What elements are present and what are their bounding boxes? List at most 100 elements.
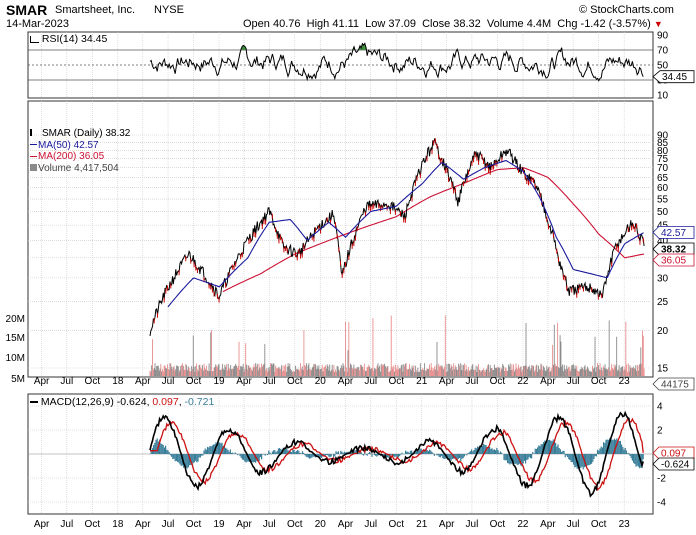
rsi-panel: 907050301034.45 xyxy=(27,31,695,102)
ma50-legend-item: MA(50) 42.57 xyxy=(30,140,130,152)
x-tick-label: Oct xyxy=(85,519,101,530)
rsi-tick-label: 90 xyxy=(657,31,669,42)
x-tick-label: 19 xyxy=(213,519,225,530)
x-tick-label: Apr xyxy=(338,376,354,387)
macd-tick-label: -4 xyxy=(657,498,666,509)
rsi-tick-label: 50 xyxy=(657,61,669,72)
price-tag xyxy=(652,377,695,391)
price-legend-item: SMAR (Daily) 38.32 xyxy=(30,128,130,140)
x-tick-label: 23 xyxy=(619,519,631,530)
rsi-line xyxy=(149,42,644,82)
x-tick-label: 18 xyxy=(112,519,124,530)
high-label: High xyxy=(306,18,330,30)
price-panel: 90858075706560555045403530252015 20M15M1… xyxy=(6,100,695,391)
x-tick-label: Oct xyxy=(186,519,202,530)
price-legend-icon xyxy=(30,129,40,136)
ma200-legend-icon xyxy=(30,156,37,158)
macd-tag-label: -0.624 xyxy=(661,460,690,471)
low-value: 37.09 xyxy=(388,18,416,30)
ma50-legend-icon xyxy=(30,144,37,146)
x-tick-label: Apr xyxy=(540,519,556,530)
rsi-value-tag xyxy=(652,70,695,84)
price-line xyxy=(149,137,645,337)
copyright-label: © StockCharts.com xyxy=(579,4,674,16)
price-legend-value: 38.32 xyxy=(105,128,131,139)
macd-tick-label: -2 xyxy=(657,474,666,485)
volume-tick-label: 20M xyxy=(6,314,25,325)
volume-tick-label: 10M xyxy=(6,353,25,364)
macd-legend-value: -0.624 xyxy=(116,396,147,408)
x-tick-label: 21 xyxy=(416,519,428,530)
price-tick-label: 30 xyxy=(657,273,669,284)
exchange-name: NYSE xyxy=(154,4,184,16)
close-value: 38.32 xyxy=(453,18,481,30)
x-tick-label: 19 xyxy=(213,376,225,387)
price-tick-label: 55 xyxy=(657,195,669,206)
quote-bar: Open 40.76 High 41.11 Low 37.09 Close 38… xyxy=(243,18,663,30)
x-tick-label: Apr xyxy=(236,376,252,387)
price-tag xyxy=(652,242,695,256)
price-tag xyxy=(652,225,695,239)
macd-tag-label: 0.097 xyxy=(661,449,686,460)
x-tick-label: Jul xyxy=(466,519,479,530)
ma50-legend-value: 42.57 xyxy=(73,139,99,151)
x-tick-label: Oct xyxy=(287,376,303,387)
close-label: Close xyxy=(422,18,451,30)
volume-bars xyxy=(149,315,645,376)
ma50-line xyxy=(167,160,644,308)
price-tick-label: 25 xyxy=(657,297,669,308)
price-tick-label: 80 xyxy=(657,146,669,157)
x-tick-label: Oct xyxy=(388,519,404,530)
x-axis-lower: Apr Jul Oct 18 Apr Jul Oct 19 Apr Jul Oct 20 Apr Jul O… xyxy=(34,519,630,530)
chg-value: -1.42 (-3.57%) xyxy=(580,18,651,30)
macd-y-ticks: 4 2 -2 -4 xyxy=(657,402,666,509)
x-tick-label: Apr xyxy=(236,519,252,530)
price-tick-label: 75 xyxy=(657,154,669,165)
price-grid xyxy=(28,101,653,377)
ticker-symbol: SMAR xyxy=(6,2,48,18)
price-frame xyxy=(27,100,654,378)
histogram-legend-value: -0.721 xyxy=(184,396,215,408)
volume-legend-value: 4,417,504 xyxy=(74,162,119,174)
x-axis-upper: Apr Jul Oct 18 Apr Jul Oct 19 Apr Jul Oct 20 Apr Jul O… xyxy=(34,376,630,387)
x-tick-label: Jul xyxy=(364,519,377,530)
volume-legend-item: Volume 4,417,504 xyxy=(30,163,130,175)
ma200-legend-value: 36.05 xyxy=(79,151,105,163)
x-tick-label: Apr xyxy=(540,376,556,387)
price-tag-label: 38.32 xyxy=(661,245,686,256)
x-tick-label: Jul xyxy=(263,376,276,387)
x-tick-label: Jul xyxy=(263,519,276,530)
ma200-legend-item: MA(200) 36.05 xyxy=(30,151,130,163)
open-label: Open xyxy=(243,18,270,30)
x-tick-label: Apr xyxy=(34,376,50,387)
x-tick-label: Jul xyxy=(162,376,175,387)
rsi-legend: RSI(14) 34.45 xyxy=(30,33,107,45)
price-tick-label: 50 xyxy=(657,207,669,218)
volume-y-ticks: 20M 15M 10M 5M xyxy=(6,314,25,385)
price-tick-label: 90 xyxy=(657,131,669,142)
x-tick-label: 21 xyxy=(416,376,428,387)
macd-tick-label: 2 xyxy=(657,426,663,437)
price-tag-label: 36.05 xyxy=(661,255,686,266)
x-tick-label: Oct xyxy=(591,519,607,530)
price-tag-label: 42.57 xyxy=(661,228,686,239)
x-tick-label: Apr xyxy=(135,519,151,530)
price-tick-label: 15 xyxy=(657,364,669,375)
price-legend-label: SMAR (Daily) xyxy=(42,128,103,139)
x-tick-label: Oct xyxy=(490,519,506,530)
x-tick-label: Jul xyxy=(466,376,479,387)
x-tick-label: Oct xyxy=(186,376,202,387)
price-legend: SMAR (Daily) 38.32 MA(50) 42.57 MA(200) … xyxy=(30,128,130,174)
signal-legend-value: 0.097 xyxy=(152,396,179,408)
macd-legend-label: MACD(12,26,9) xyxy=(40,396,114,408)
x-tick-label: Jul xyxy=(567,519,580,530)
ma50-legend-label: MA(50) xyxy=(38,139,71,151)
price-tick-label: 70 xyxy=(657,163,669,174)
macd-tag xyxy=(652,457,695,471)
x-tick-label: Jul xyxy=(60,376,73,387)
chg-label: Chg xyxy=(557,18,578,30)
ma200-legend-label: MA(200) xyxy=(38,151,77,163)
x-tick-label: Jul xyxy=(567,376,580,387)
